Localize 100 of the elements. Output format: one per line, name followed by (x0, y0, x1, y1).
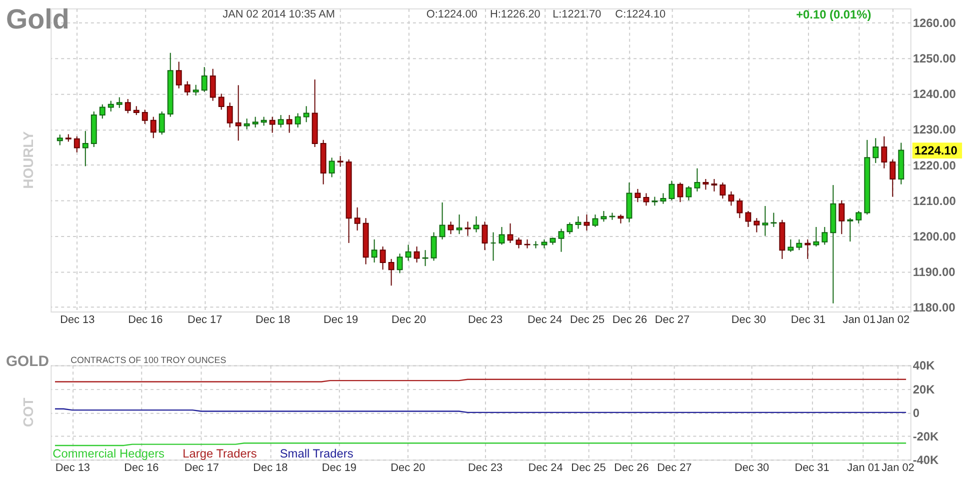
candlestick (192, 84, 199, 96)
candlestick (56, 134, 63, 146)
y-tick-label: 0 (912, 406, 920, 420)
candlestick (881, 136, 888, 169)
text: 1224.10 (914, 144, 958, 158)
candlestick (150, 116, 156, 139)
y-tick-label: 1230.00 (912, 122, 956, 137)
x-tick-label: Dec 30 (731, 314, 766, 326)
candlestick (482, 221, 488, 251)
candlestick (269, 116, 276, 134)
chart-title: GOLD (6, 354, 50, 370)
candlestick (252, 116, 258, 128)
x-tick-label: Dec 18 (253, 462, 288, 474)
y-tick-label: -40K (912, 453, 940, 468)
candlestick (694, 168, 700, 192)
x-tick-label: Dec 30 (734, 462, 770, 474)
y-tick-label: -20K (912, 430, 940, 444)
candlestick (439, 202, 446, 240)
chart-subtitle: CONTRACTS OF 100 TROY OUNCES (70, 355, 226, 366)
candlestick (796, 238, 802, 251)
candlestick (711, 178, 718, 192)
x-tick-label: Jan 01 (842, 314, 876, 326)
y-tick-label: 1220.00 (912, 158, 956, 172)
candlestick (371, 238, 378, 264)
x-tick-label: Dec 24 (527, 314, 562, 326)
candlestick (99, 104, 106, 120)
x-tick-label: Dec 13 (60, 314, 95, 326)
candlestick (490, 232, 496, 262)
candlestick (396, 253, 403, 274)
candlestick (456, 214, 462, 235)
x-tick-label: Dec 19 (324, 314, 358, 326)
candlestick (278, 114, 284, 128)
candlestick (566, 222, 573, 235)
y-tick-label: 40K (912, 358, 936, 373)
candlestick (634, 188, 641, 203)
candlestick (108, 100, 114, 112)
x-tick-label: Dec 25 (570, 314, 605, 326)
candlestick (303, 106, 310, 123)
candlestick (210, 68, 216, 102)
candlestick (328, 157, 335, 178)
y-tick-label: 1260.00 (912, 16, 956, 30)
annotation: +0.10 (0.01%) (796, 7, 872, 22)
candlestick (532, 240, 539, 249)
x-tick-label: Dec 18 (256, 314, 290, 326)
candlestick (720, 182, 726, 200)
candlestick (498, 226, 505, 246)
annotation: L:1221.70 (552, 8, 602, 20)
y-tick-label: 1250.00 (912, 52, 956, 66)
x-tick-label: Dec 17 (184, 462, 219, 474)
y-tick-label: 1200.00 (912, 229, 956, 244)
x-tick-label: Dec 26 (614, 462, 649, 474)
x-tick-label: Dec 17 (188, 314, 222, 326)
candlestick (788, 238, 794, 252)
candlestick (184, 80, 190, 96)
x-tick-label: Dec 27 (654, 314, 690, 326)
candlestick (872, 138, 879, 164)
candlestick (464, 221, 471, 236)
annotation: C:1224.10 (615, 8, 666, 20)
candlestick (448, 221, 454, 235)
candlestick (337, 155, 344, 168)
candlestick (244, 118, 250, 130)
x-tick-label: Dec 27 (657, 462, 692, 474)
candlestick (745, 210, 752, 228)
candlestick (754, 218, 760, 233)
candlestick (592, 214, 598, 228)
x-tick-label: Dec 20 (390, 462, 426, 474)
x-tick-label: Dec 16 (124, 462, 159, 474)
y-tick-label: 1210.00 (912, 194, 956, 208)
candlestick (736, 198, 743, 219)
x-tick-label: Dec 23 (468, 462, 503, 474)
text: Large Traders (182, 446, 257, 461)
candlestick (176, 61, 182, 89)
candlestick (813, 226, 820, 248)
x-tick-label: Jan 02 (876, 314, 910, 326)
candlestick (575, 216, 582, 230)
x-tick-label: Dec 31 (794, 462, 830, 474)
candlestick (847, 218, 854, 242)
candlestick (286, 114, 292, 134)
series-label: Commercial Hedgers (52, 446, 165, 461)
candlestick (430, 232, 437, 262)
x-tick-label: Dec 16 (128, 314, 163, 326)
candlestick (74, 136, 80, 153)
x-tick-label: Jan 02 (882, 462, 914, 474)
candlestick (82, 130, 88, 167)
candlestick (405, 244, 412, 262)
candlestick (558, 228, 564, 252)
candlestick (838, 200, 845, 235)
candlestick (668, 180, 675, 201)
text: Small Traders (280, 446, 354, 461)
candlestick (728, 190, 734, 206)
candlestick (388, 258, 394, 286)
candlestick (507, 222, 514, 244)
x-tick-label: Dec 19 (322, 462, 356, 474)
x-tick-label: Dec 20 (391, 314, 426, 326)
candlestick (856, 210, 862, 224)
candlestick (158, 110, 165, 136)
candlestick (116, 96, 122, 108)
candlestick (414, 246, 420, 264)
x-tick-label: Dec 23 (468, 314, 503, 326)
candlestick (235, 84, 242, 142)
